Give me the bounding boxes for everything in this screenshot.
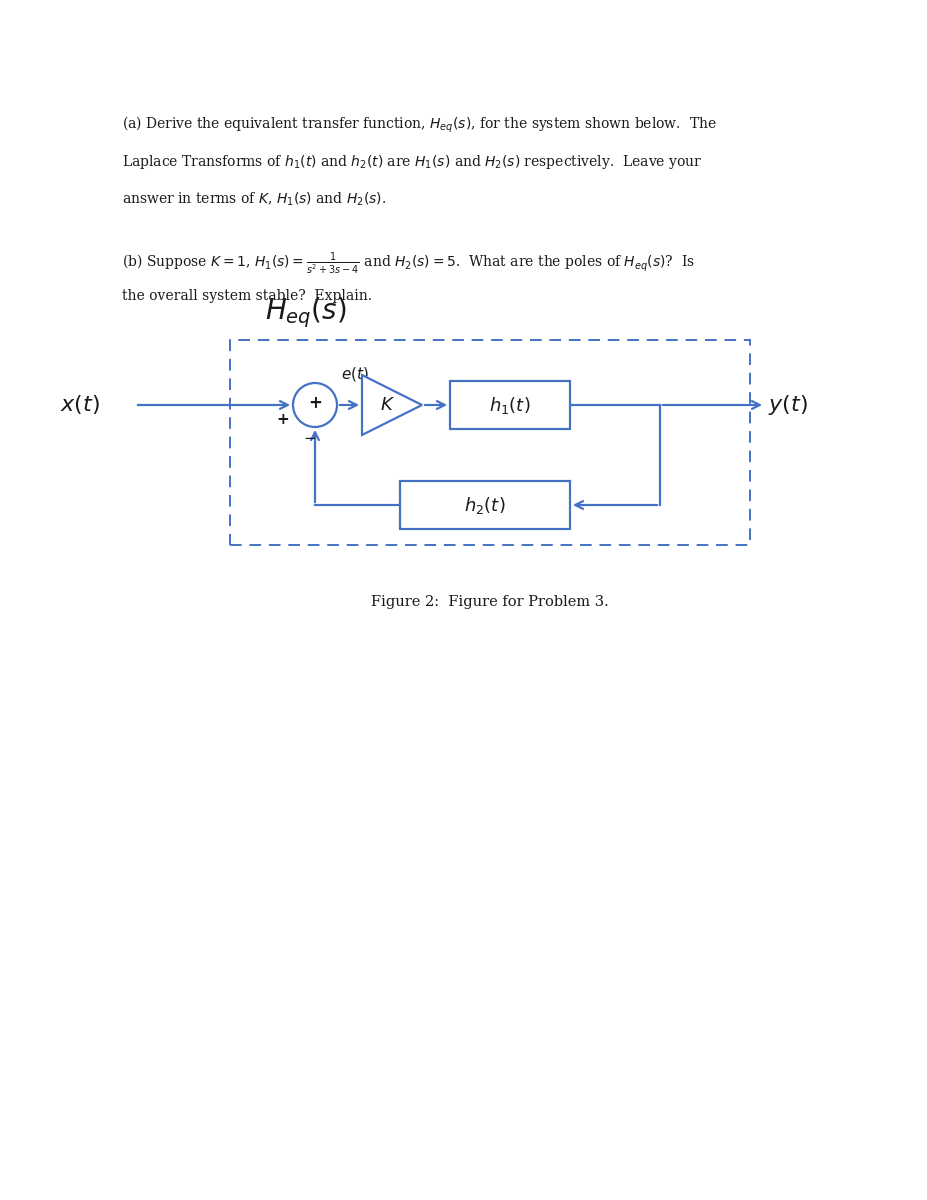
Bar xyxy=(450,382,570,428)
Text: $H_{eq}(s)$: $H_{eq}(s)$ xyxy=(265,295,347,330)
Text: Laplace Transforms of $h_1(t)$ and $h_2(t)$ are $H_1(s)$ and $H_2(s)$ respective: Laplace Transforms of $h_1(t)$ and $h_2(… xyxy=(122,152,703,170)
Text: $h_1(t)$: $h_1(t)$ xyxy=(489,395,531,415)
Text: $K$: $K$ xyxy=(379,396,395,414)
Text: $y(t)$: $y(t)$ xyxy=(768,392,807,416)
Text: $x(t)$: $x(t)$ xyxy=(60,394,100,416)
Text: the overall system stable?  Explain.: the overall system stable? Explain. xyxy=(122,289,372,304)
Polygon shape xyxy=(362,374,422,434)
Text: answer in terms of $K$, $H_1(s)$ and $H_2(s)$.: answer in terms of $K$, $H_1(s)$ and $H_… xyxy=(122,191,387,209)
Text: +: + xyxy=(308,394,322,412)
Bar xyxy=(230,340,750,545)
Text: $e(t)$: $e(t)$ xyxy=(340,365,368,383)
Text: Figure 2:  Figure for Problem 3.: Figure 2: Figure for Problem 3. xyxy=(371,595,609,608)
Text: (a) Derive the equivalent transfer function, $H_{eq}(s)$, for the system shown b: (a) Derive the equivalent transfer funct… xyxy=(122,115,717,136)
Bar xyxy=(400,481,570,529)
Text: $-$: $-$ xyxy=(303,430,317,444)
Text: $h_2(t)$: $h_2(t)$ xyxy=(464,494,506,516)
Text: +: + xyxy=(276,413,289,427)
Text: (b) Suppose $K = 1$, $H_1(s) = \frac{1}{s^2+3s-4}$ and $H_2(s) = 5$.  What are t: (b) Suppose $K = 1$, $H_1(s) = \frac{1}{… xyxy=(122,251,695,277)
Circle shape xyxy=(293,383,337,427)
